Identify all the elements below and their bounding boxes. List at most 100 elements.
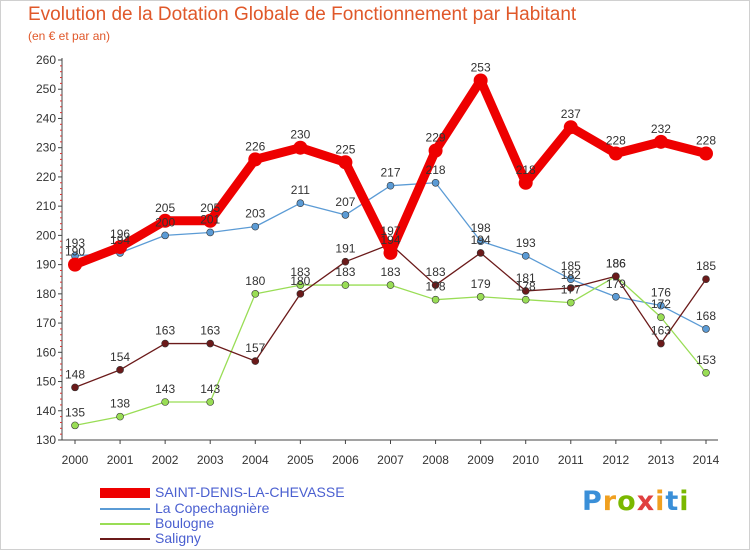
y-tick-label: 210: [36, 199, 56, 213]
data-label: 177: [561, 283, 581, 297]
data-label: 163: [155, 324, 175, 338]
data-point: [566, 275, 575, 284]
data-label: 191: [335, 242, 355, 256]
data-point: [428, 143, 443, 158]
data-point: [116, 412, 124, 421]
data-label: 185: [696, 259, 716, 273]
data-label: 193: [65, 236, 85, 250]
data-label: 186: [606, 256, 626, 270]
data-label: 180: [245, 274, 265, 288]
data-point: [657, 313, 665, 322]
data-label: 229: [426, 131, 446, 145]
data-label: 211: [291, 183, 310, 197]
x-tick-label: 2005: [287, 453, 314, 467]
data-label: 168: [696, 309, 716, 323]
x-tick-label: 2014: [693, 453, 720, 467]
data-point: [206, 339, 215, 348]
data-point: [203, 213, 218, 228]
x-tick-label: 2007: [377, 453, 404, 467]
legend-label-boulogne: Boulogne: [155, 515, 215, 531]
data-label: 218: [426, 163, 446, 177]
legend-label-saint-denis: SAINT-DENIS-LA-CHEVASSE: [155, 484, 345, 500]
y-tick-label: 190: [36, 258, 56, 272]
data-label: 218: [516, 163, 536, 177]
x-tick-label: 2008: [422, 453, 449, 467]
data-label: 179: [471, 277, 491, 291]
x-tick-label: 2013: [648, 453, 675, 467]
data-point: [161, 339, 169, 348]
data-label: 183: [380, 265, 400, 279]
data-point: [206, 398, 215, 406]
legend-swatch-saint-denis: [100, 488, 150, 498]
data-label: 182: [561, 268, 581, 282]
data-label: 237: [561, 107, 581, 121]
data-label: 198: [471, 221, 491, 235]
data-point: [431, 178, 440, 187]
data-label: 228: [696, 134, 716, 148]
data-label: 178: [516, 280, 536, 294]
data-label: 181: [516, 271, 536, 285]
x-tick-label: 2000: [62, 453, 89, 467]
data-point: [657, 301, 665, 310]
data-point: [341, 257, 350, 266]
legend-swatch-saligny: [100, 538, 150, 540]
data-label: 207: [335, 195, 355, 209]
data-label: 217: [380, 166, 400, 180]
x-tick-label: 2012: [603, 453, 630, 467]
data-point: [612, 272, 620, 281]
data-point: [476, 249, 485, 257]
data-label: 194: [380, 233, 400, 247]
data-label: 163: [200, 324, 220, 338]
data-point: [473, 73, 488, 88]
y-tick-label: 240: [36, 111, 56, 125]
legend-swatch-boulogne: [100, 523, 150, 525]
data-point: [608, 146, 623, 161]
data-point: [71, 383, 79, 392]
data-label: 153: [696, 353, 716, 367]
data-label: 197: [380, 224, 400, 238]
data-label: 157: [245, 341, 265, 355]
logo-letter: t: [665, 486, 680, 517]
data-point: [206, 228, 215, 237]
data-point: [386, 181, 395, 190]
series-line-2: [74, 275, 707, 427]
data-label: 148: [65, 367, 85, 381]
legend-item-la-copechagniere: La Copechagnière: [100, 500, 500, 518]
data-point: [113, 240, 128, 255]
y-tick-label: 250: [36, 82, 56, 96]
proxiti-logo: Proxiti: [582, 486, 690, 517]
data-point: [158, 213, 173, 228]
x-tick-label: 2004: [242, 453, 269, 467]
data-label: 196: [110, 227, 130, 241]
y-tick-label: 170: [36, 316, 56, 330]
data-point: [431, 295, 440, 304]
data-point: [296, 290, 305, 298]
legend-swatch-la-copechagniere: [100, 508, 150, 510]
data-label: 185: [561, 259, 581, 273]
x-tick-label: 2001: [107, 453, 134, 467]
y-tick-label: 160: [36, 345, 56, 359]
data-label: 183: [290, 265, 310, 279]
data-label: 138: [110, 397, 130, 411]
data-label: 194: [110, 233, 130, 247]
data-point: [476, 237, 485, 246]
logo-letter: i: [655, 486, 666, 517]
data-point: [341, 281, 350, 289]
data-point: [161, 398, 169, 406]
x-tick-label: 2009: [467, 453, 494, 467]
data-point: [563, 120, 578, 135]
y-tick-label: 140: [36, 404, 56, 418]
data-label: 190: [65, 245, 85, 259]
data-point: [68, 257, 82, 272]
data-label: 183: [335, 265, 355, 279]
logo-letter: x: [636, 486, 656, 517]
y-tick-label: 260: [36, 53, 56, 67]
data-point: [699, 146, 713, 161]
y-tick-label: 150: [36, 375, 56, 389]
y-tick-label: 180: [36, 287, 56, 301]
data-point: [251, 290, 260, 298]
data-label: 135: [65, 405, 85, 419]
data-label: 200: [155, 215, 175, 229]
data-point: [702, 325, 710, 333]
data-label: 163: [651, 324, 671, 338]
